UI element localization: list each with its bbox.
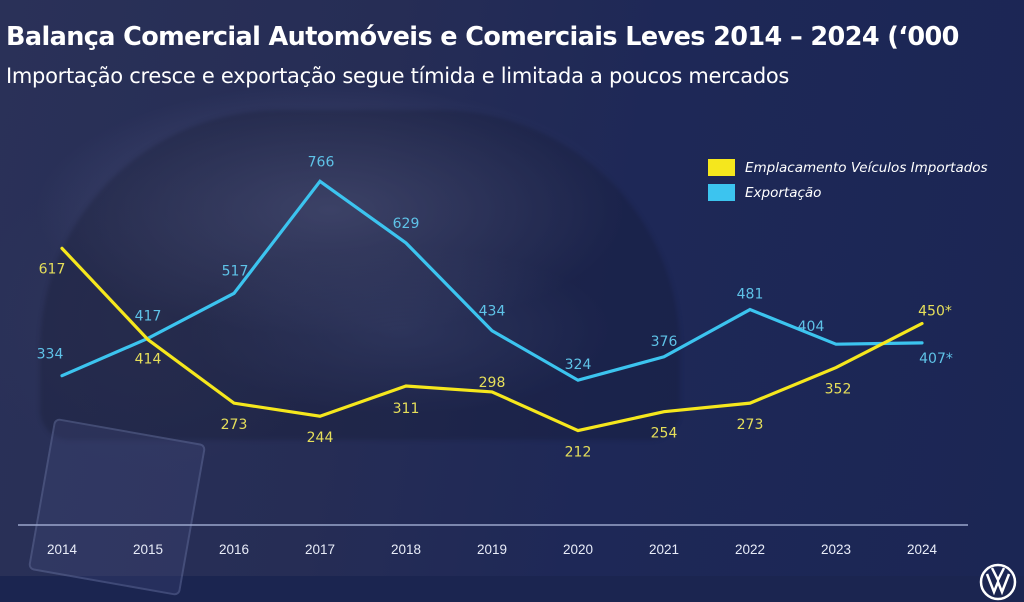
x-tick-label: 2018 (391, 542, 421, 557)
series-line-import (62, 248, 922, 430)
data-label-import: 254 (651, 426, 678, 442)
data-label-export: 324 (565, 357, 592, 373)
data-label-import: 273 (737, 417, 764, 433)
data-label-export: 517 (222, 263, 249, 279)
data-label-import: 450* (918, 304, 952, 320)
data-label-export: 376 (651, 334, 678, 350)
x-tick-label: 2019 (477, 542, 507, 557)
data-label-import: 311 (393, 401, 420, 417)
x-tick-label: 2016 (219, 542, 249, 557)
series-line-export (62, 181, 922, 380)
x-tick-label: 2014 (47, 542, 78, 557)
x-tick-label: 2023 (821, 542, 851, 557)
x-tick-label: 2017 (305, 542, 335, 557)
data-label-export: 334 (37, 347, 64, 363)
data-label-import: 212 (565, 445, 592, 461)
data-label-import: 617 (39, 261, 66, 277)
data-label-export: 404 (798, 319, 825, 335)
data-label-import: 352 (825, 382, 852, 398)
data-label-export: 417 (135, 308, 162, 324)
data-label-export: 766 (308, 154, 335, 170)
x-tick-label: 2024 (907, 542, 938, 557)
x-tick-label: 2022 (735, 542, 765, 557)
vw-logo-icon (978, 562, 1018, 602)
data-label-import: 273 (221, 417, 248, 433)
line-chart: 2014 2015 2016 2017 2018 2019 2020 2021 2022 2023… (0, 0, 1024, 576)
data-label-export: 407* (919, 351, 953, 367)
x-tick-label: 2015 (133, 542, 163, 557)
data-label-import: 298 (479, 375, 506, 391)
x-tick-label: 2021 (649, 542, 679, 557)
data-label-export: 481 (737, 287, 764, 303)
data-label-import: 244 (307, 430, 334, 446)
data-label-export: 434 (479, 304, 506, 320)
data-label-export: 629 (393, 216, 420, 232)
x-tick-label: 2020 (563, 542, 593, 557)
data-label-import: 414 (135, 352, 162, 368)
